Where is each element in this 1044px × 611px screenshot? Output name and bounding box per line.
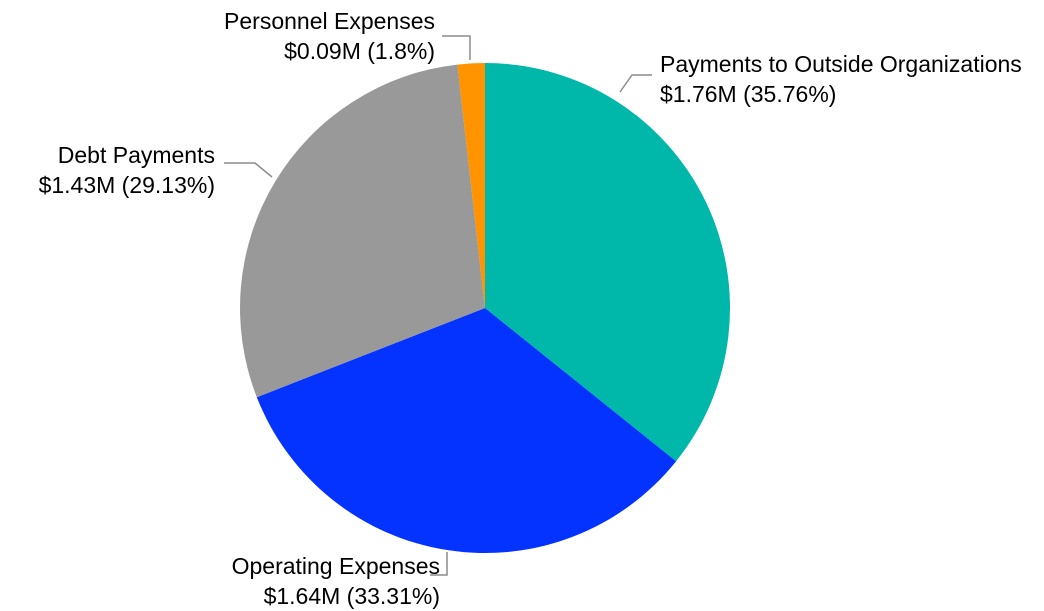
value-label: $1.43M (29.13%) <box>38 172 215 198</box>
data-label: Debt Payments $1.43M (29.13%) <box>0 140 215 200</box>
pie-slice <box>256 308 677 554</box>
category-label: Operating Expenses <box>231 553 440 579</box>
data-label: Personnel Expenses $0.09M (1.8%) <box>135 6 435 66</box>
data-label: Operating Expenses $1.64M (33.31%) <box>140 551 440 611</box>
leader-line <box>442 35 471 60</box>
leader-line <box>430 552 448 576</box>
pie-slice <box>485 63 730 462</box>
category-label: Debt Payments <box>57 142 215 168</box>
leader-line <box>224 162 273 178</box>
value-label: $1.64M (33.31%) <box>263 583 440 609</box>
leader-line <box>619 74 652 93</box>
value-label: $1.76M (35.76%) <box>660 81 837 107</box>
pie-slice <box>457 63 485 308</box>
category-label: Personnel Expenses <box>224 8 435 34</box>
pie-slice <box>239 64 485 398</box>
value-label: $0.09M (1.8%) <box>284 38 435 64</box>
category-label: Payments to Outside Organizations <box>660 51 1022 77</box>
data-label: Payments to Outside Organizations $1.76M… <box>660 49 1030 109</box>
